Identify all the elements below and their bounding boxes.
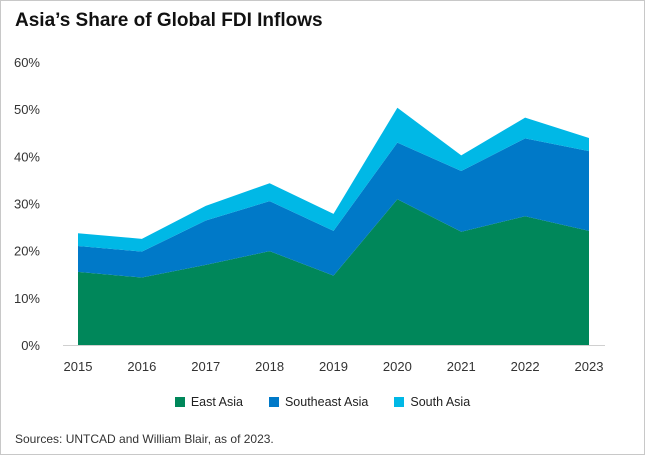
legend-item: Southeast Asia: [268, 395, 369, 409]
y-tick-label: 40%: [14, 149, 40, 164]
x-tick-label: 2015: [64, 359, 93, 374]
area-east-asia: [78, 199, 589, 345]
legend-swatch: [394, 397, 405, 407]
x-tick-label: 2021: [447, 359, 476, 374]
legend: East Asia Southeast Asia South Asia: [1, 395, 644, 409]
chart-title: Asia’s Share of Global FDI Inflows: [15, 10, 323, 31]
area-south-asia: [78, 107, 589, 252]
x-tick-label: 2016: [127, 359, 156, 374]
legend-label: South Asia: [410, 395, 471, 409]
y-tick-label: 20%: [14, 244, 40, 259]
legend-label: Southeast Asia: [284, 395, 369, 409]
area-southeast-asia: [78, 138, 589, 278]
x-tick-label: 2018: [255, 359, 284, 374]
legend-item: East Asia: [174, 395, 243, 409]
y-tick-label: 60%: [14, 55, 40, 70]
source-note: Sources: UNTCAD and William Blair, as of…: [15, 432, 274, 446]
legend-item: South Asia: [394, 395, 470, 409]
x-tick-label: 2020: [383, 359, 412, 374]
x-tick-label: 2019: [319, 359, 348, 374]
legend-label: East Asia: [190, 395, 243, 409]
legend-swatch: [268, 397, 279, 407]
legend-swatch: [174, 397, 185, 407]
x-tick-label: 2023: [575, 359, 604, 374]
x-tick-label: 2022: [511, 359, 540, 374]
x-tick-label: 2017: [191, 359, 220, 374]
y-tick-label: 0%: [21, 338, 40, 353]
y-tick-label: 50%: [14, 102, 40, 117]
y-tick-label: 10%: [14, 291, 40, 306]
y-tick-label: 30%: [14, 197, 40, 212]
